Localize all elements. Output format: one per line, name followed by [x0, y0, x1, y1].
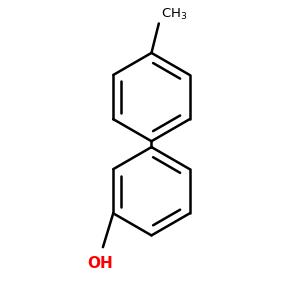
Text: CH$_3$: CH$_3$ [161, 7, 188, 22]
Text: OH: OH [87, 256, 113, 271]
